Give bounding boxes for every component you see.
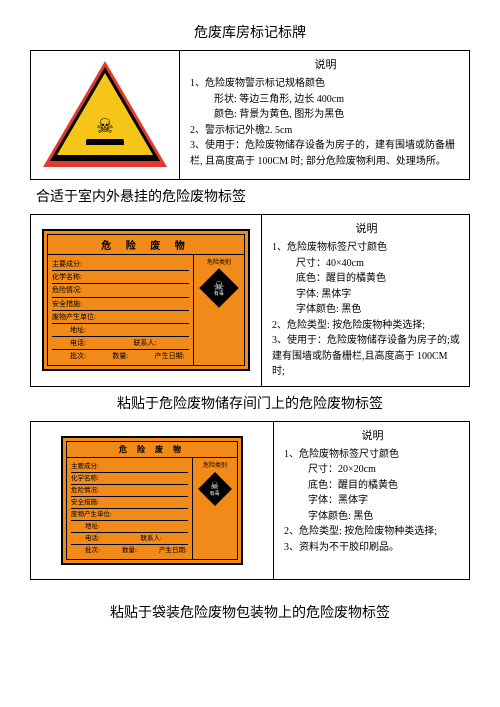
label-field: 主要成分: xyxy=(71,461,188,473)
label-subfield: 批次: xyxy=(70,351,104,361)
desc-title: 说明 xyxy=(272,221,461,238)
label-field: 废物产生单位: xyxy=(71,509,188,521)
section3-title: 粘贴于危险废物储存间门上的危险废物标签 xyxy=(30,393,470,413)
label-subfield: 电话: xyxy=(70,338,126,348)
s3-line: 2、危险类型: 按危险废物种类选择; xyxy=(284,524,461,540)
label-field: 主要成分: xyxy=(52,258,189,271)
s1-line: 2、警示标记外檐2. 5cm xyxy=(190,123,461,139)
label-title: 危 险 废 物 xyxy=(48,235,244,255)
section2-box: 危 险 废 物 主要成分: 化学名称: 危险情况: 安全措施: 废物产生单位: … xyxy=(30,214,470,387)
label-subfield: 联系人: xyxy=(141,534,189,543)
s2-line: 字体: 黑体字 xyxy=(272,287,461,303)
diamond-label: 有毒 xyxy=(214,292,225,297)
s2-line: 尺寸：40×40cm xyxy=(272,256,461,272)
label-subfield: 联系人: xyxy=(134,338,190,348)
skull-icon: ☠ xyxy=(81,117,129,137)
s1-line: 颜色: 背景为黄色, 图形为黑色 xyxy=(190,107,461,123)
section1-title: 危废库房标记标牌 xyxy=(30,22,470,42)
label-field: 电话: 联系人: xyxy=(52,337,189,350)
label-field: 安全措施: xyxy=(52,298,189,311)
s3-line: 字体：黑体字 xyxy=(284,493,461,509)
label-field: 电话: 联系人: xyxy=(71,533,188,545)
hazard-label-small: 危 险 废 物 主要成分: 化学名称: 危险情况: 安全措施: 废物产生单位: … xyxy=(61,436,243,566)
label-subfield: 批次: xyxy=(85,546,114,555)
s1-line: 形状: 等边三角形, 边长 400cm xyxy=(190,92,461,108)
desc-title: 说明 xyxy=(284,428,461,445)
s3-line: 底色：醒目的橘黄色 xyxy=(284,478,461,494)
label-field: 批次: 数量: 产生日期: xyxy=(52,350,189,362)
label-field: 地址: xyxy=(52,324,189,337)
section4-title: 粘贴于袋装危险废物包装物上的危险废物标签 xyxy=(30,602,470,622)
s1-line: 1、危险废物警示标记规格颜色 xyxy=(190,76,461,92)
side-tag: 危险类别 xyxy=(207,257,231,266)
s3-line: 尺寸：20×20cm xyxy=(284,462,461,478)
label-subfield: 数量: xyxy=(122,546,151,555)
s2-line: 2、危险类型: 按危险废物种类选择; xyxy=(272,318,461,334)
warning-triangle: ☠ xyxy=(39,55,171,175)
label-subfield: 产生日期: xyxy=(159,546,188,555)
s3-line: 1、危险废物标签尺寸颜色 xyxy=(284,447,461,463)
label-subfield: 电话: xyxy=(85,534,133,543)
side-tag: 危险类别 xyxy=(203,460,227,469)
diamond-label: 有毒 xyxy=(210,491,220,496)
s2-line: 字体颜色: 黑色 xyxy=(272,302,461,318)
section1-box: ☠ 说明 1、危险废物警示标记规格颜色 形状: 等边三角形, 边长 400cm … xyxy=(30,50,470,180)
hazard-diamond-icon: ☠有毒 xyxy=(199,268,239,308)
label-field: 安全措施: xyxy=(71,497,188,509)
section2-title: 合适于室内外悬挂的危险废物标签 xyxy=(30,186,470,206)
s2-line: 3、使用于：危险废物储存设备为房子的;或建有围墙或防备栅栏,且高度高于 100C… xyxy=(272,333,461,380)
s1-line: 3、使用于：危险废物储存设备为房子的，建有围墙或防备栅栏, 且高度高于 100C… xyxy=(190,138,461,169)
label-field: 化学名称: xyxy=(52,271,189,284)
s3-line: 字体颜色: 黑色 xyxy=(284,509,461,525)
desc-title: 说明 xyxy=(190,57,461,74)
s2-line: 1、危险废物标签尺寸颜色 xyxy=(272,240,461,256)
label-field: 废物产生单位: xyxy=(52,311,189,324)
section3-box: 危 险 废 物 主要成分: 化学名称: 危险情况: 安全措施: 废物产生单位: … xyxy=(30,421,470,581)
label-subfield: 数量: xyxy=(112,351,146,361)
hazard-label-large: 危 险 废 物 主要成分: 化学名称: 危险情况: 安全措施: 废物产生单位: … xyxy=(42,229,250,371)
hazard-diamond-icon: ☠有毒 xyxy=(198,472,232,506)
s3-line: 3、资料为不干胶印刷品。 xyxy=(284,540,461,556)
label-field: 批次: 数量: 产生日期: xyxy=(71,545,188,556)
label-subfield: 产生日期: xyxy=(155,351,189,361)
label-field: 危险情况: xyxy=(71,485,188,497)
label-field: 危险情况: xyxy=(52,284,189,297)
label-field: 化学名称: xyxy=(71,473,188,485)
label-title: 危 险 废 物 xyxy=(67,442,237,458)
s2-line: 底色：醒目的橘黄色 xyxy=(272,271,461,287)
label-field: 地址: xyxy=(71,521,188,533)
